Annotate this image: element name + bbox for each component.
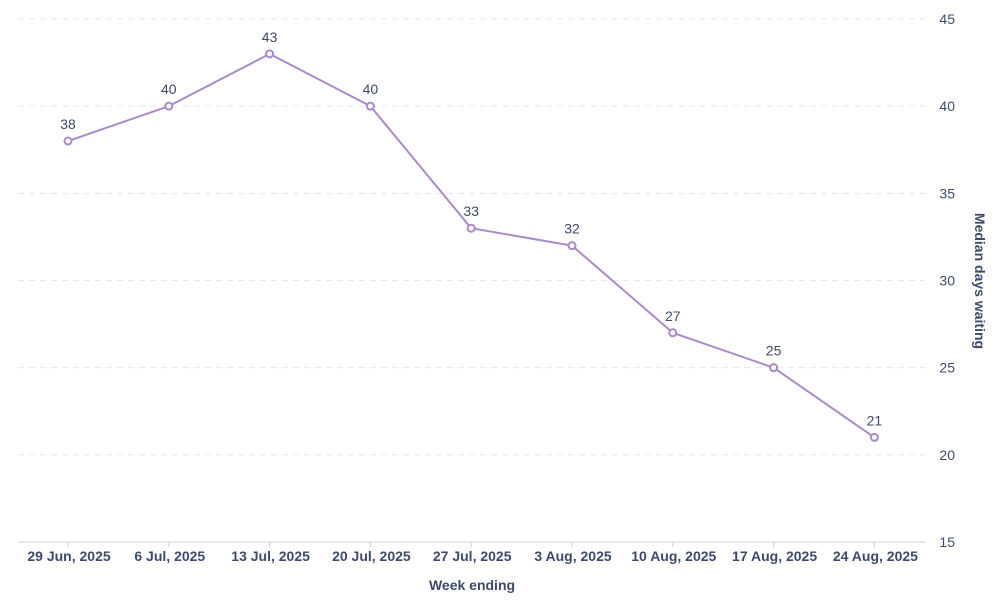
- x-tick-label: 17 Aug, 2025: [732, 548, 817, 564]
- y-tick-label: 15: [939, 534, 955, 550]
- y-tick-label: 20: [939, 447, 955, 463]
- data-point[interactable]: [164, 101, 174, 111]
- data-point[interactable]: [668, 328, 678, 338]
- y-tick-label: 35: [939, 185, 955, 201]
- grid-lines: [18, 18, 925, 543]
- x-tick-label: 29 Jun, 2025: [27, 548, 110, 564]
- data-point[interactable]: [567, 241, 577, 251]
- data-label: 21: [867, 412, 883, 428]
- x-tick-label: 24 Aug, 2025: [833, 548, 918, 564]
- data-point[interactable]: [769, 363, 779, 373]
- x-tick-label: 27 Jul, 2025: [433, 548, 512, 564]
- data-label: 25: [766, 343, 782, 359]
- y-axis-ticks: 15 20 25 30 35 40 45: [939, 11, 955, 550]
- x-tick-label: 3 Aug, 2025: [534, 548, 612, 564]
- y-tick-label: 25: [939, 360, 955, 376]
- y-tick-label: 45: [939, 11, 955, 27]
- data-point[interactable]: [869, 432, 879, 442]
- data-label: 33: [463, 203, 479, 219]
- x-axis-title: Week ending: [429, 577, 515, 593]
- data-point[interactable]: [365, 101, 375, 111]
- x-tick-label: 13 Jul, 2025: [231, 548, 310, 564]
- y-tick-label: 30: [939, 273, 955, 289]
- data-label: 38: [60, 116, 76, 132]
- series-line: [67, 52, 875, 439]
- series-group: 38 40 43 40 33 32 27 25 21: [60, 29, 883, 442]
- data-point[interactable]: [265, 49, 275, 59]
- y-tick-label: 40: [939, 98, 955, 114]
- data-point[interactable]: [466, 223, 476, 233]
- data-point[interactable]: [63, 136, 73, 146]
- x-tick-label: 10 Aug, 2025: [631, 548, 716, 564]
- x-tick-label: 6 Jul, 2025: [134, 548, 205, 564]
- data-label: 43: [262, 29, 278, 45]
- x-tick-label: 20 Jul, 2025: [332, 548, 411, 564]
- data-label: 40: [161, 81, 177, 97]
- data-label: 27: [665, 308, 681, 324]
- data-label: 32: [564, 221, 580, 237]
- x-axis-ticks: 29 Jun, 2025 6 Jul, 2025 13 Jul, 2025 20 Ju…: [27, 542, 918, 564]
- data-label: 40: [363, 81, 379, 97]
- y-axis-title: Median days waiting: [972, 213, 988, 349]
